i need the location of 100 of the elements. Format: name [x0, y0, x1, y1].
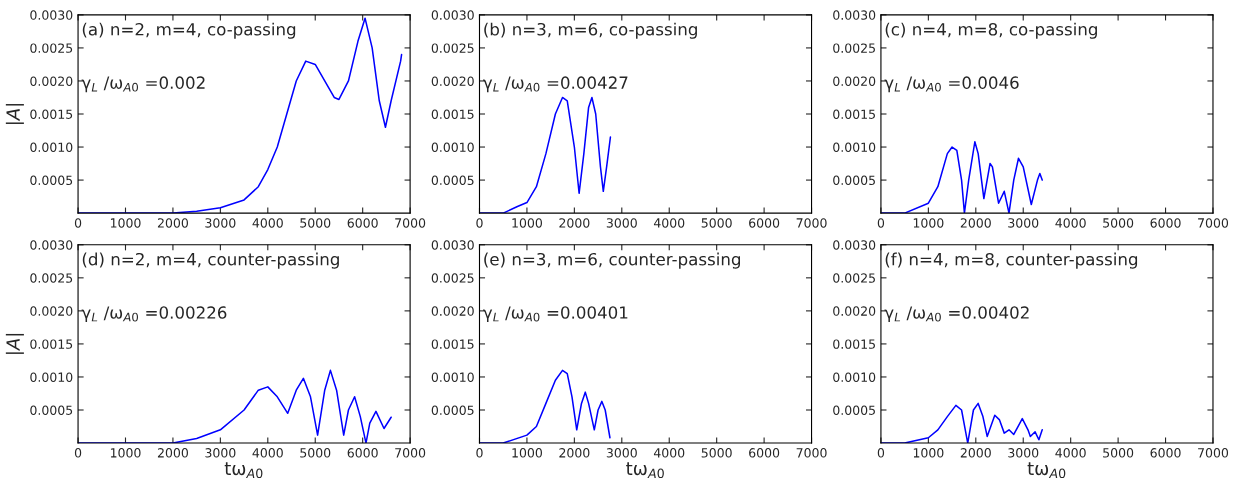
x-tick-label: 3000 — [1008, 218, 1039, 228]
annotation: (a) n=2, m=4, co-passing — [82, 22, 296, 39]
annotation: γ$_{L}$ /ω$_{A0}$ =0.002 — [81, 76, 205, 93]
y-tick-label: 0.0025 — [833, 43, 875, 53]
x-axis-title: tω$_{A0}$ — [626, 462, 664, 479]
x-tick-label: 4000 — [1055, 448, 1086, 458]
x-tick-label: 7000 — [395, 218, 426, 228]
y-tick-label: 0.0025 — [30, 43, 73, 53]
annotation: (c) n=4, m=8, co-passing — [885, 22, 1097, 39]
y-tick-label: 0.0010 — [833, 142, 876, 152]
x-tick-label: 5000 — [701, 448, 732, 458]
annotation: (b) n=3, m=6, co-passing — [484, 22, 697, 39]
y-tick-label: 0.0005 — [30, 405, 73, 415]
x-tick-label: 5000 — [701, 218, 732, 228]
x-tick-label: 7000 — [395, 448, 426, 458]
y-tick-label: 0.0020 — [833, 76, 876, 86]
x-tick-label: 1000 — [913, 218, 944, 228]
x-tick-label: 6000 — [347, 218, 378, 228]
x-tick-label: 7000 — [796, 448, 827, 458]
y-tick-label: 0.0010 — [30, 372, 73, 382]
annotation: γ$_{L}$ /ω$_{A0}$ =0.00401 — [483, 306, 628, 323]
x-tick-label: 1000 — [512, 218, 542, 228]
y-tick-label: 0.0015 — [30, 109, 73, 119]
x-tick-label: 3000 — [205, 218, 236, 228]
x-tick-label: 0 — [476, 218, 483, 228]
y-tick-label: 0.0015 — [431, 109, 474, 119]
y-tick-label: 0.0025 — [833, 273, 875, 283]
annotation: γ$_{L}$ /ω$_{A0}$ =0.00427 — [483, 76, 628, 93]
x-tick-label: 6000 — [1150, 448, 1181, 458]
x-tick-label: 7000 — [796, 218, 827, 228]
y-tick-label: 0.0030 — [30, 240, 73, 250]
x-tick-label: 5000 — [1103, 218, 1134, 228]
x-tick-label: 1000 — [913, 448, 944, 458]
x-tick-label: 1000 — [110, 448, 141, 458]
x-tick-label: 4000 — [653, 218, 685, 228]
x-tick-label: 7000 — [1198, 218, 1229, 228]
x-tick-label: 1000 — [110, 218, 141, 228]
annotation: γ$_{L}$ /ω$_{A0}$ =0.00226 — [81, 306, 227, 323]
y-tick-label: 0.0020 — [30, 76, 73, 86]
x-tick-label: 4000 — [252, 448, 283, 458]
y-axis-title: |A| — [5, 104, 24, 124]
x-axis-title: tω$_{A0}$ — [1027, 462, 1066, 479]
y-tick-label: 0.0020 — [431, 76, 474, 86]
x-tick-label: 3000 — [1008, 448, 1039, 458]
x-tick-label: 5000 — [1103, 448, 1134, 458]
y-tick-label: 0.0005 — [431, 405, 474, 415]
y-tick-label: 0.0025 — [30, 273, 73, 283]
x-tick-label: 2000 — [157, 218, 188, 228]
x-tick-label: 3000 — [606, 448, 637, 458]
x-tick-label: 3000 — [606, 218, 637, 228]
y-tick-label: 0.0020 — [431, 306, 474, 316]
y-tick-label: 0.0015 — [431, 339, 474, 349]
x-tick-label: 6000 — [347, 448, 378, 458]
annotation: γ$_{L}$ /ω$_{A0}$ =0.0046 — [884, 76, 1019, 93]
annotation: (f) n=4, m=8, counter-passing — [885, 252, 1138, 269]
y-tick-label: 0.0025 — [431, 273, 474, 283]
y-tick-label: 0.0005 — [431, 175, 474, 186]
x-tick-label: 0 — [74, 448, 82, 458]
x-tick-label: 3000 — [205, 448, 236, 458]
y-tick-label: 0.0020 — [30, 306, 73, 316]
y-tick-label: 0.0025 — [431, 43, 474, 53]
annotation: (e) n=3, m=6, counter-passing — [484, 252, 740, 269]
y-tick-label: 0.0005 — [833, 175, 875, 186]
y-tick-label: 0.0030 — [833, 10, 876, 20]
y-tick-label: 0.0010 — [30, 142, 73, 152]
x-tick-label: 0 — [877, 218, 885, 228]
y-tick-label: 0.0015 — [30, 339, 73, 349]
x-tick-label: 4000 — [252, 218, 283, 228]
y-tick-label: 0.0010 — [431, 372, 474, 382]
x-tick-label: 2000 — [559, 218, 590, 228]
y-tick-label: 0.0020 — [833, 306, 876, 316]
x-tick-label: 6000 — [749, 218, 780, 228]
x-tick-label: 4000 — [653, 448, 685, 458]
y-tick-label: 0.0005 — [833, 405, 875, 415]
x-tick-label: 4000 — [1055, 218, 1086, 228]
x-tick-label: 2000 — [559, 448, 590, 458]
y-tick-label: 0.0010 — [833, 372, 876, 382]
y-tick-label: 0.0030 — [833, 240, 876, 250]
y-axis-title: |A| — [5, 333, 24, 354]
x-tick-label: 2000 — [157, 448, 188, 458]
annotation: γ$_{L}$ /ω$_{A0}$ =0.00402 — [884, 306, 1029, 323]
x-tick-label: 7000 — [1198, 448, 1229, 458]
y-tick-label: 0.0030 — [431, 10, 474, 20]
x-tick-label: 6000 — [749, 448, 780, 458]
y-tick-label: 0.0005 — [30, 175, 73, 186]
x-tick-label: 2000 — [960, 218, 991, 228]
y-tick-label: 0.0015 — [833, 339, 875, 349]
x-tick-label: 6000 — [1150, 218, 1181, 228]
y-tick-label: 0.0030 — [431, 240, 474, 250]
y-tick-label: 0.0030 — [30, 10, 73, 20]
x-tick-label: 1000 — [512, 448, 542, 458]
annotation: (d) n=2, m=4, counter-passing — [82, 252, 339, 269]
x-tick-label: 0 — [74, 218, 82, 228]
x-tick-label: 2000 — [960, 448, 991, 458]
x-tick-label: 5000 — [300, 448, 331, 458]
y-tick-label: 0.0015 — [833, 109, 875, 119]
y-tick-label: 0.0010 — [431, 142, 474, 152]
x-tick-label: 0 — [877, 448, 885, 458]
x-tick-label: 0 — [476, 448, 483, 458]
x-tick-label: 5000 — [300, 218, 331, 228]
